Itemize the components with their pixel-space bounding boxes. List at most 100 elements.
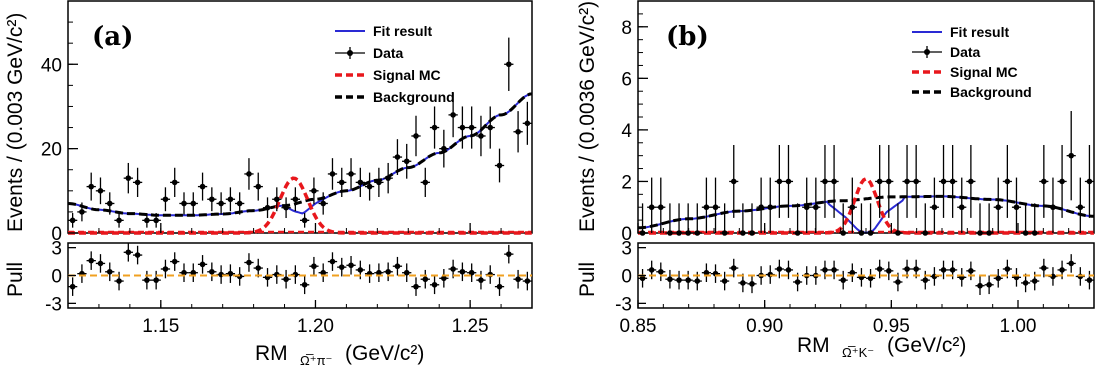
data-point-a [281,197,291,219]
xtick-label-a: 1.15 [142,316,179,337]
data-point-a [123,162,133,194]
xlabel-a-sub: Ω̅⁺π⁻ [300,353,332,367]
pull-point-b [875,259,885,279]
data-point-a [309,177,319,205]
pull-point-b [829,260,839,280]
pull-point-a [420,269,430,289]
pull-point-b [674,270,684,290]
pull-point-a [364,264,375,283]
data-point-a [383,162,393,194]
data-point-a [86,172,96,201]
data-point-b [647,177,657,233]
data-point-a [253,172,263,201]
data-point-b [957,177,967,233]
pull-point-a [522,271,532,291]
data-point-b [993,177,1003,233]
pull-point-a [467,263,477,282]
data-point-a [77,202,87,222]
data-point-b [847,177,857,233]
legend-bkg-b: Background [950,84,1032,100]
data-point-a [374,167,384,197]
data-point-b [710,177,721,233]
pull-point-b [656,262,666,282]
data-point-b [829,144,839,218]
xtick-label-a: 1.25 [452,316,489,337]
data-point-b [774,144,784,218]
data-point-b [729,144,739,218]
data-point-a [114,213,124,228]
data-point-b [756,177,766,233]
ytick-label-b: 4 [621,121,632,142]
data-point-a [290,187,300,212]
pull-point-a [86,251,96,270]
data-point-a [485,106,495,149]
xtick-label-b: 0.95 [873,316,910,337]
pull-point-a [68,277,78,296]
pull-point-b [701,263,711,282]
pull-point-b [984,275,994,295]
data-point-b [665,203,675,236]
data-point-a [216,192,226,215]
data-point-a [142,213,152,228]
data-point-b [838,203,848,236]
pull-point-b [783,260,794,280]
xlabel-a-unit: (GeV/c²) [345,342,424,365]
pull-point-a [188,263,198,282]
data-point-b [1066,111,1076,201]
pull-point-b [884,261,894,281]
data-point-a [476,115,486,157]
legend-fit-b: Fit result [950,24,1009,40]
ytick-label-b: 6 [621,69,632,90]
pull-point-a [207,262,217,282]
xlabel-a: RM Ω̅⁺π⁻ (GeV/c²) [255,342,424,367]
pull-tick-label-a: -3 [45,294,62,315]
pull-point-b [1021,273,1031,293]
pull-point-a [411,277,421,296]
data-point-b [738,203,748,236]
ytick-label-b: 0 [621,224,632,245]
panel-label-a: (a) [92,22,133,52]
pull-point-a [392,256,403,276]
ytick-label-a: 20 [41,140,62,161]
data-point-a [262,197,273,219]
panel-label-b: (b) [666,22,709,52]
data-point-a [105,192,115,215]
xlabel-b: RM Ω̅⁺K⁻ (GeV/c²) [797,334,966,360]
pull-point-b [774,259,784,279]
pull-point-a [476,270,486,290]
pull-point-a [300,275,310,295]
pull-point-a [309,256,319,276]
pull-point-a [457,262,468,282]
pull-tick-label-b: 0 [621,267,632,288]
pull-point-b [638,269,648,288]
data-point-b [866,203,876,236]
data-point-a [244,158,254,190]
data-point-a [439,129,449,168]
data-point-b [884,144,894,218]
pull-point-b [838,270,848,290]
xlabel-a-main: RM [255,342,288,365]
xtick-label-b: 1.00 [1000,316,1037,337]
pull-point-a [123,243,133,262]
legend-b: Fit result Data Signal MC Background [912,24,1032,100]
pull-tick-label-a: 0 [51,267,62,288]
legend-signal-a: Signal MC [373,67,441,83]
pull-point-a [151,270,161,290]
pull-point-a [281,269,291,289]
data-point-b [966,144,976,218]
pull-point-a [95,254,106,273]
data-point-b [656,177,666,233]
data-point-b [802,177,812,233]
data-point-a [160,187,171,212]
pull-point-a [402,263,412,282]
data-point-a [95,177,106,205]
data-point-b [692,203,702,236]
pull-point-b [938,260,949,280]
data-point-b [1030,203,1040,236]
ytick-label-b: 2 [621,172,632,193]
data-point-a [467,106,477,149]
pull-point-a [327,252,338,271]
signal-curve-a [68,176,532,235]
